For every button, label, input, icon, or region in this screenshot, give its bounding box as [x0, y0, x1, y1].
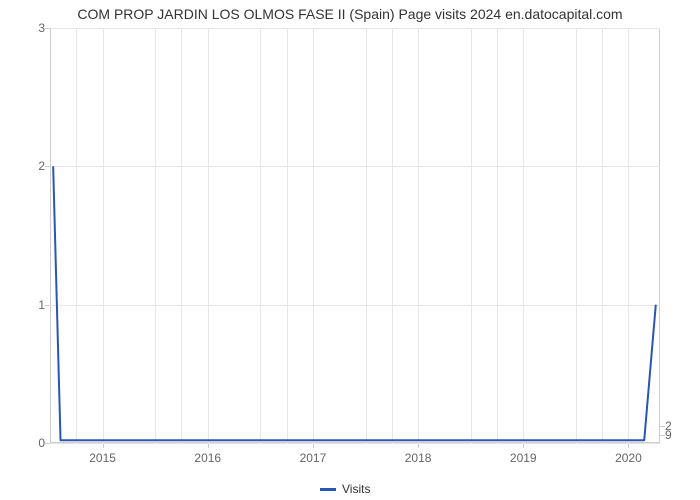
- legend-label: Visits: [342, 482, 370, 496]
- chart-container: COM PROP JARDIN LOS OLMOS FASE II (Spain…: [0, 0, 700, 500]
- series-polyline: [53, 166, 656, 440]
- legend: Visits: [320, 482, 370, 496]
- legend-swatch: [320, 488, 336, 491]
- series-line: [0, 0, 700, 500]
